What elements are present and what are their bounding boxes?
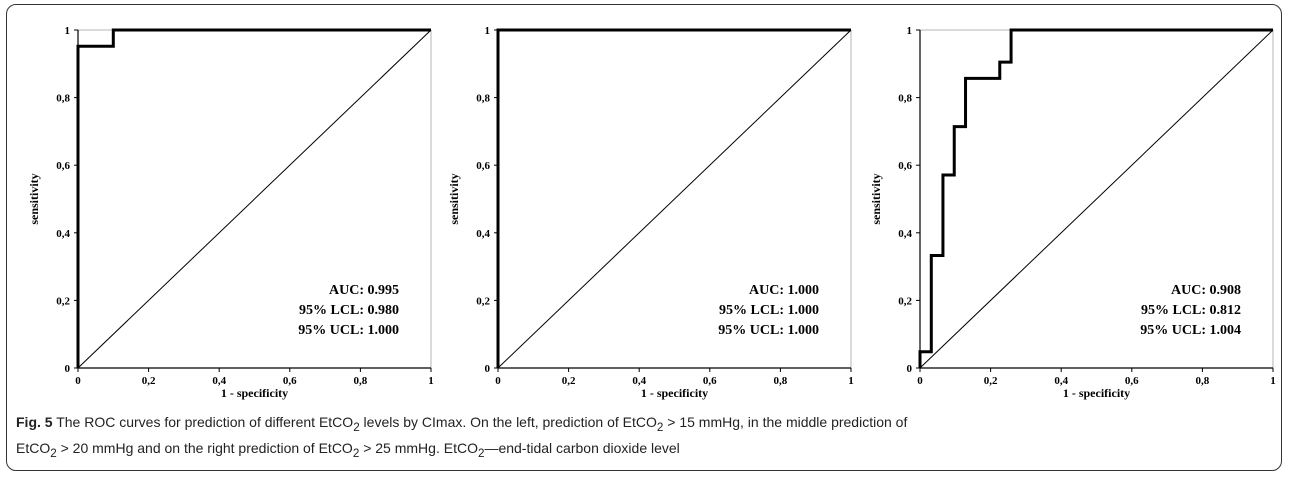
y-tick-label: 0,8 bbox=[56, 93, 70, 105]
y-axis-label: sensitivity bbox=[447, 173, 461, 224]
x-tick-label: 0,8 bbox=[354, 375, 368, 387]
auc-annotation-line: AUC: 1.000 bbox=[749, 283, 819, 298]
caption-sub-2b: 2 bbox=[352, 446, 360, 460]
y-tick-label: 0,4 bbox=[898, 228, 912, 240]
auc-annotation-line: 95% UCL: 1.004 bbox=[1140, 323, 1241, 338]
auc-annotation-line: AUC: 0.995 bbox=[329, 283, 399, 298]
y-tick-label: 1 bbox=[65, 25, 71, 37]
y-tick-label: 0,2 bbox=[898, 295, 912, 307]
reference-diagonal bbox=[497, 29, 852, 369]
x-tick-label: 1 bbox=[1270, 375, 1276, 387]
y-tick-label: 0,2 bbox=[56, 295, 70, 307]
caption-text-2d: —end-tidal carbon dioxide level bbox=[484, 439, 680, 456]
x-tick-label: 0,6 bbox=[1125, 375, 1139, 387]
caption-sub-1a: 2 bbox=[353, 420, 360, 434]
caption-text-1c: > 15 mmHg, in the middle prediction of bbox=[663, 414, 908, 430]
auc-annotation-line: 95% LCL: 1.000 bbox=[719, 303, 819, 318]
roc-panel-1: 0 0,2 0,4 0,6 0,8 1 0 0,2 0,4 0,6 0,8 1 1 - specific… bbox=[27, 25, 434, 400]
y-tick-label: 0,8 bbox=[898, 93, 912, 105]
x-tick-label: 0,2 bbox=[984, 375, 998, 387]
x-tick-label: 0,4 bbox=[212, 375, 226, 387]
x-axis-label: 1 - specificity bbox=[641, 386, 708, 400]
x-tick-label: 0 bbox=[495, 375, 501, 387]
roc-curve bbox=[918, 28, 1273, 368]
y-tick-label: 0,2 bbox=[476, 295, 490, 307]
y-axis-label: sensitivity bbox=[27, 173, 41, 224]
roc-panel-3: 0 0,2 0,4 0,6 0,8 1 0 0,2 0,4 0,6 0,8 1 1 - specific… bbox=[869, 25, 1276, 400]
y-tick-label: 0 bbox=[485, 363, 491, 375]
caption-text-1a: The ROC curves for prediction of differe… bbox=[56, 414, 354, 430]
x-tick-label: 0,4 bbox=[1054, 375, 1068, 387]
y-tick-label: 0,4 bbox=[476, 228, 490, 240]
x-tick-label: 1 bbox=[848, 375, 854, 387]
auc-annotation-line: 95% UCL: 1.000 bbox=[718, 323, 819, 338]
reference-diagonal bbox=[919, 29, 1274, 369]
y-tick-label: 0 bbox=[907, 363, 913, 375]
x-tick-label: 1 bbox=[428, 375, 434, 387]
roc-panel-2: 0 0,2 0,4 0,6 0,8 1 0 0,2 0,4 0,6 0,8 1 1 - specific… bbox=[447, 25, 854, 400]
y-tick-label: 1 bbox=[485, 25, 491, 37]
x-tick-label: 0,2 bbox=[562, 375, 576, 387]
x-tick-label: 0 bbox=[917, 375, 923, 387]
y-tick-label: 0,8 bbox=[476, 93, 490, 105]
y-tick-label: 0,6 bbox=[898, 160, 912, 172]
x-axis-label: 1 - specificity bbox=[221, 386, 288, 400]
x-tick-label: 0,8 bbox=[1196, 375, 1210, 387]
auc-annotation-line: 95% UCL: 1.000 bbox=[298, 323, 399, 338]
auc-annotation-line: 95% LCL: 0.980 bbox=[299, 303, 399, 318]
y-tick-label: 0,6 bbox=[56, 160, 70, 172]
x-tick-label: 0,2 bbox=[142, 375, 156, 387]
y-tick-label: 0 bbox=[65, 363, 71, 375]
roc-curve bbox=[496, 28, 851, 368]
figure-caption: Fig. 5 The ROC curves for prediction of … bbox=[16, 412, 1271, 464]
x-tick-label: 0,4 bbox=[632, 375, 646, 387]
y-tick-label: 0,4 bbox=[56, 228, 70, 240]
caption-text-2c: > 25 mmHg. EtCO bbox=[359, 439, 478, 456]
reference-diagonal bbox=[77, 29, 432, 369]
y-axis-label: sensitivity bbox=[869, 173, 883, 224]
caption-sub-2a: 2 bbox=[50, 446, 57, 460]
y-tick-label: 1 bbox=[907, 25, 913, 37]
auc-annotation-line: 95% LCL: 0.812 bbox=[1141, 303, 1241, 318]
caption-text-1b: levels by CImax. On the left, prediction… bbox=[359, 414, 657, 430]
x-tick-label: 0,8 bbox=[774, 375, 788, 387]
figure-label: Fig. 5 bbox=[16, 414, 53, 430]
figure-frame bbox=[6, 4, 1282, 471]
x-axis-label: 1 - specificity bbox=[1063, 386, 1130, 400]
caption-sub-1b: 2 bbox=[656, 420, 664, 434]
caption-text-2a: EtCO bbox=[16, 439, 51, 456]
auc-annotation-line: AUC: 0.908 bbox=[1171, 283, 1241, 298]
roc-curve bbox=[76, 28, 431, 368]
x-tick-label: 0,6 bbox=[703, 375, 717, 387]
x-tick-label: 0,6 bbox=[283, 375, 297, 387]
caption-sub-2c: 2 bbox=[477, 446, 485, 460]
y-tick-label: 0,6 bbox=[476, 160, 490, 172]
caption-text-2b: > 20 mmHg and on the right prediction of… bbox=[56, 439, 353, 456]
x-tick-label: 0 bbox=[75, 375, 81, 387]
